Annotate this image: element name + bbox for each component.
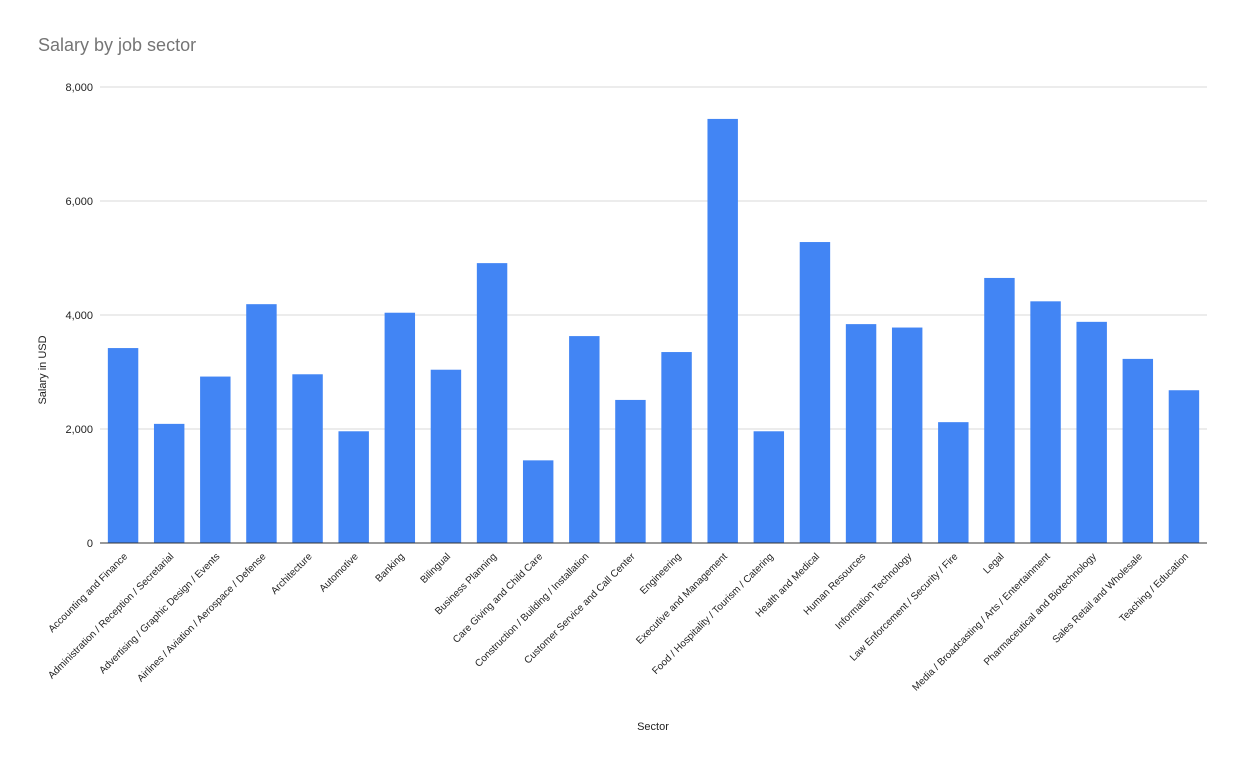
x-tick-label: Legal [981,551,1006,576]
x-tick-label: Sales Retail and Wholesale [1051,551,1146,646]
bar [938,422,969,543]
bar [246,304,277,543]
bar [476,263,508,543]
bars [107,118,1200,544]
y-tick-label: 0 [87,538,93,550]
bar [1168,390,1200,543]
x-axis-title: Sector [637,721,669,733]
bar [292,374,323,543]
y-tick-labels: 0 2,000 4,000 6,000 8,000 [65,82,93,550]
y-tick-label: 8,000 [65,82,93,94]
bar [1122,358,1154,543]
y-tick-label: 2,000 [65,424,93,436]
bar [107,348,139,543]
bar [200,376,231,543]
bar [891,327,923,543]
x-tick-label: Bilingual [419,551,454,586]
y-tick-label: 4,000 [65,310,93,322]
bar [430,369,462,543]
bar [661,352,692,543]
bar [569,336,600,543]
bar [384,312,416,543]
y-axis-title: Salary in USD [37,335,49,404]
x-tick-label: Automotive [318,551,361,594]
x-tick-label: Executive and Management [634,551,730,647]
bar [753,431,785,543]
gridlines [100,86,1207,430]
bar [153,423,185,543]
bar [707,118,738,544]
bar [338,431,369,543]
bar [799,242,831,544]
bar [615,399,646,543]
x-tick-label: Care Giving and Child Care [451,551,546,646]
bar [1030,301,1061,543]
x-tick-label: Banking [374,551,407,584]
bar [845,324,877,543]
bar [522,460,554,543]
x-tick-label: Accounting and Finance [47,551,131,635]
x-tick-label: Architecture [269,551,315,597]
bar [984,277,1015,543]
chart-title: Salary by job sector [38,35,197,55]
bar [1076,321,1107,543]
x-tick-label: Engineering [638,551,684,597]
x-tick-label: Information Technology [834,551,915,632]
y-tick-label: 6,000 [65,196,93,208]
